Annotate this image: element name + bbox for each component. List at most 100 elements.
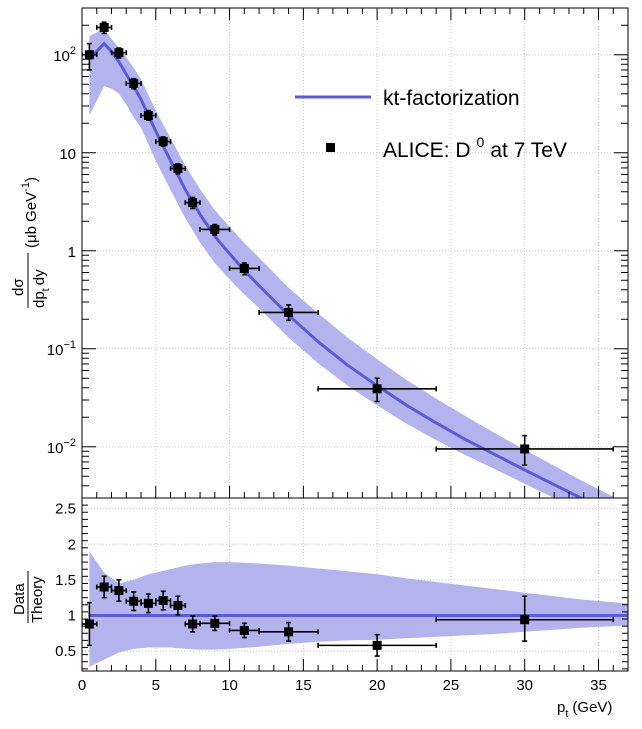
top-data-marker-11 — [372, 384, 382, 394]
ratio-data-point-11 — [317, 633, 437, 657]
top-data-point-4 — [140, 109, 157, 121]
ratio-uncertainty-band — [89, 551, 628, 667]
ratio-data-marker-2 — [114, 586, 124, 596]
top-data-point-3 — [125, 77, 142, 90]
x-tick-label-7: 35 — [590, 677, 607, 694]
x-title-unit: (GeV) — [572, 699, 612, 716]
top-y-axis-title: dσ dpt dy (μb GeV-1) — [10, 177, 52, 308]
legend-label-alice: ALICE: D 0 at 7 TeV — [383, 134, 567, 162]
top-y-tick-label-exp-1: −1 — [63, 339, 76, 351]
top-data-point-6 — [169, 163, 187, 175]
ratio-y-title-numerator: Data — [11, 583, 28, 615]
top-data-marker-10 — [284, 307, 294, 317]
top-y-title-numerator: dσ — [10, 278, 27, 296]
x-tick-label-3: 15 — [295, 677, 312, 694]
legend: kt-factorization ALICE: D 0 at 7 TeV — [295, 87, 567, 162]
top-y-tick-label-base-0: 10 — [47, 440, 64, 457]
top-data-marker-12 — [520, 444, 530, 454]
ratio-data-point-10 — [258, 621, 319, 642]
top-y-title-unit: (μb GeV-1) — [20, 177, 40, 248]
ratio-data-marker-7 — [188, 619, 198, 629]
ratio-data-marker-6 — [173, 601, 183, 611]
top-data-marker-8 — [210, 224, 220, 234]
legend-label-alice-sup: 0 — [477, 134, 485, 150]
ratio-data-point-8 — [199, 615, 231, 632]
ratio-data-point-4 — [140, 593, 157, 614]
ratio-data-marker-0 — [84, 619, 94, 629]
top-data-point-10 — [258, 304, 319, 322]
ratio-data-marker-10 — [284, 627, 294, 637]
x-tick-label-4: 20 — [369, 677, 386, 694]
ratio-data-marker-8 — [210, 618, 220, 628]
x-tick-label-5: 25 — [443, 677, 460, 694]
ratio-data-point-3 — [125, 591, 142, 612]
ratio-data-marker-11 — [372, 640, 382, 650]
ratio-y-tick-label-2: 1.5 — [55, 572, 76, 589]
top-theory-line — [88, 41, 585, 498]
ratio-data-point-5 — [154, 590, 172, 611]
ratio-data-marker-12 — [520, 615, 530, 625]
top-data-point-12 — [435, 434, 615, 466]
ratio-data-point-2 — [110, 579, 128, 603]
top-y-title-unit-main: (μb GeV — [23, 192, 40, 248]
x-title-sub: t — [565, 708, 568, 720]
ratio-data-marker-4 — [143, 598, 153, 608]
ratio-data-marker-3 — [129, 596, 139, 606]
top-data-marker-4 — [143, 110, 153, 120]
top-y-title-den-tail: dy — [31, 269, 48, 285]
legend-label-alice-main: ALICE: D — [383, 139, 471, 162]
legend-label-kt: kt-factorization — [383, 87, 520, 110]
top-data-point-1 — [95, 21, 113, 35]
ratio-data-point-12 — [435, 595, 615, 642]
ratio-data-point-0 — [82, 601, 98, 647]
top-data-marker-6 — [173, 164, 183, 174]
top-data-marker-1 — [99, 22, 109, 32]
ratio-data-point-6 — [169, 595, 187, 616]
top-y-title-den-main: dp — [31, 291, 48, 308]
ratio-data-marker-5 — [158, 596, 168, 606]
x-tick-label-1: 5 — [152, 677, 160, 694]
top-y-tick-label-2: 1 — [68, 244, 76, 261]
top-y-tick-label-3: 10 — [59, 146, 76, 163]
top-data-marker-2 — [114, 48, 124, 58]
top-panel-frame — [81, 7, 629, 499]
top-y-tick-label-base-2: 1 — [68, 244, 76, 261]
top-y-tick-label-base-4: 10 — [53, 48, 70, 65]
top-y-title-denominator: dpt dy — [31, 269, 52, 308]
top-uncertainty-band — [89, 28, 614, 498]
top-y-tick-label-base-1: 10 — [47, 342, 64, 359]
top-data-point-8 — [199, 223, 231, 236]
ratio-data-point-1 — [95, 575, 113, 599]
x-tick-label-2: 10 — [221, 677, 238, 694]
x-axis-title: pt (GeV) — [557, 699, 612, 720]
top-y-tick-label-exp-4: 2 — [70, 45, 76, 57]
top-y-tick-label-exp-0: −2 — [63, 437, 76, 449]
top-data-point-5 — [154, 136, 172, 147]
top-data-marker-7 — [188, 198, 198, 208]
top-data-point-2 — [110, 47, 128, 59]
ratio-y-tick-label-0: 0.5 — [55, 643, 76, 660]
ratio-y-title-denominator: Theory — [29, 576, 46, 623]
top-y-tick-label-1: 10−1 — [47, 339, 76, 359]
legend-label-alice-tail: at 7 TeV — [490, 139, 567, 162]
top-data-marker-3 — [129, 78, 139, 88]
top-panel-grid — [81, 8, 628, 498]
ratio-panel-plot — [82, 551, 628, 667]
ratio-panel-frame — [81, 497, 629, 672]
top-data-point-11 — [317, 377, 437, 403]
top-y-title-unit-close: ) — [23, 177, 40, 182]
top-y-title-unit-exp: -1 — [20, 182, 32, 192]
ratio-data-marker-9 — [239, 625, 249, 635]
legend-marker-swatch — [326, 143, 335, 152]
x-tick-label-0: 0 — [78, 677, 86, 694]
ratio-data-marker-1 — [99, 582, 109, 592]
top-y-tick-label-0: 10−2 — [47, 437, 76, 457]
top-data-point-7 — [184, 196, 201, 210]
top-y-tick-label-4: 102 — [53, 45, 76, 65]
ratio-y-axis-title: Data Theory — [11, 571, 46, 623]
top-panel-plot — [82, 21, 615, 498]
top-y-tick-label-base-3: 10 — [59, 146, 76, 163]
ratio-y-tick-label-3: 2 — [68, 536, 76, 553]
